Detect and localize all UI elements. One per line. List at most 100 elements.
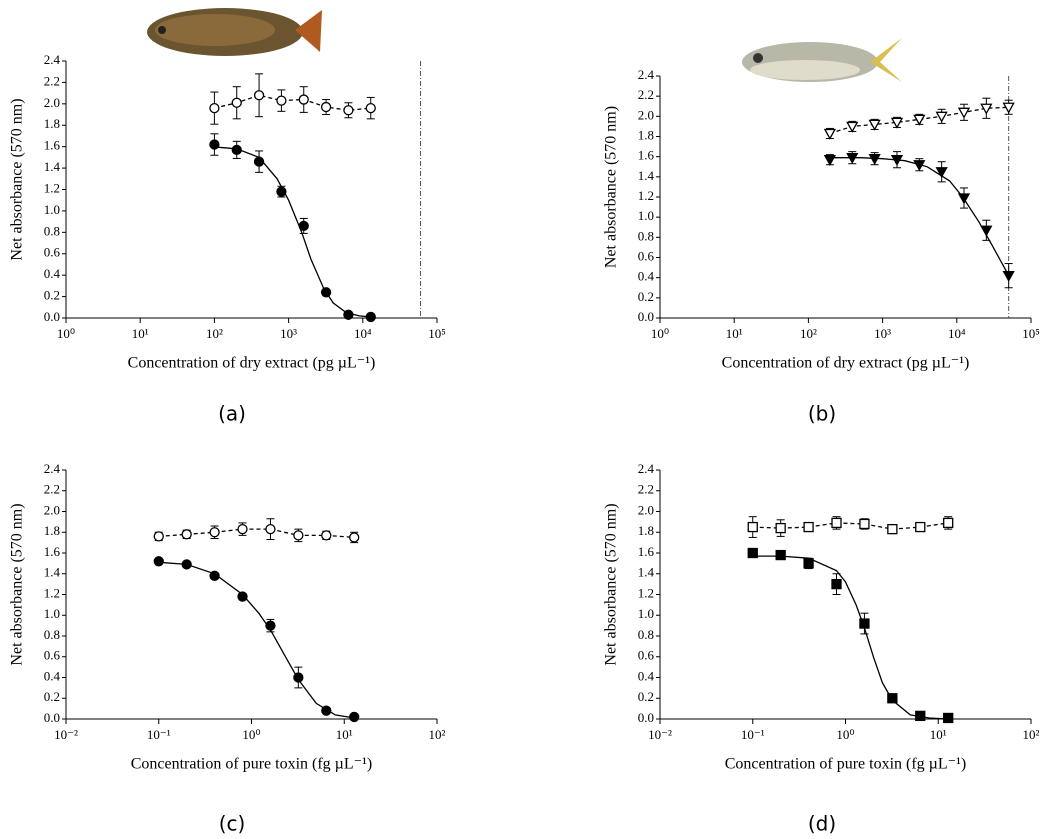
y-tick-label: 0.6	[44, 648, 61, 663]
data-point	[298, 220, 309, 232]
y-tick-label: 2.4	[638, 67, 655, 82]
data-point	[349, 532, 360, 543]
data-point	[859, 518, 870, 530]
data-point	[915, 710, 926, 722]
y-tick-label: 0.0	[638, 710, 654, 725]
x-tick-label: 10⁰	[57, 326, 75, 341]
data-point	[943, 712, 954, 724]
fit-curve	[829, 157, 1010, 276]
data-point	[935, 167, 948, 179]
y-tick-label: 1.2	[638, 585, 654, 600]
data-point	[237, 523, 248, 535]
y-tick-label: 0.6	[638, 248, 655, 263]
x-tick-label: 10⁻²	[54, 727, 78, 742]
y-tick-label: 0.6	[638, 648, 655, 663]
x-axis-title: Concentration of pure toxin (fg µL⁻¹)	[131, 756, 373, 773]
data-point	[293, 530, 304, 541]
data-point	[831, 517, 842, 529]
x-tick-label: 10⁻¹	[147, 727, 171, 742]
data-point	[253, 90, 265, 101]
fit-curve	[158, 561, 355, 719]
data-point	[775, 549, 786, 561]
y-tick-label: 1.4	[638, 168, 655, 183]
data-point	[349, 711, 360, 723]
x-tick-label: 10⁻²	[648, 727, 672, 742]
data-point	[803, 521, 814, 533]
y-tick-label: 2.2	[44, 482, 60, 497]
panel: 0.0 0.2 0.4 0.6 0.8 1.0 1.2 1.4 1.6 1.8 2.0 2.2 2.4 1…	[9, 52, 446, 426]
data-point	[935, 111, 948, 123]
data-point	[365, 311, 376, 323]
y-axis-title: Net absorbance (570 nm)	[603, 503, 620, 665]
data-point	[980, 225, 993, 237]
y-tick-label: 1.2	[44, 585, 60, 600]
data-point	[209, 102, 220, 114]
data-point	[859, 618, 870, 629]
y-tick-label: 1.6	[638, 148, 655, 163]
x-tick-label: 10²	[800, 326, 817, 341]
y-tick-label: 1.4	[638, 565, 655, 580]
y-tick-label: 0.2	[44, 689, 60, 704]
data-point	[181, 559, 192, 570]
y-tick-label: 1.4	[44, 565, 61, 580]
data-point	[887, 693, 898, 704]
data-point	[831, 578, 842, 590]
data-point	[957, 193, 971, 205]
x-tick-label: 10⁰	[651, 326, 669, 341]
y-tick-label: 1.4	[44, 159, 61, 174]
y-tick-label: 1.0	[44, 606, 60, 621]
x-tick-label: 10⁰	[242, 727, 260, 742]
x-tick-label: 10³	[280, 326, 297, 341]
x-axis-title: Concentration of dry extract (pg µL⁻¹)	[722, 355, 970, 372]
data-point	[915, 521, 926, 533]
data-point	[237, 591, 248, 602]
y-axis-title: Net absorbance (570 nm)	[9, 98, 26, 260]
y-tick-label: 1.8	[638, 127, 654, 142]
data-point	[231, 144, 242, 156]
y-tick-label: 0.2	[638, 289, 654, 304]
y-tick-label: 0.8	[638, 627, 654, 642]
y-tick-label: 1.0	[44, 202, 60, 217]
data-point	[320, 101, 332, 113]
x-tick-label: 10⁻¹	[741, 727, 765, 742]
data-point	[276, 95, 287, 106]
y-tick-label: 0.8	[638, 228, 654, 243]
panel-label: (b)	[808, 402, 836, 426]
y-tick-label: 2.0	[44, 502, 60, 517]
y-tick-label: 2.4	[44, 461, 61, 476]
data-point	[209, 527, 220, 538]
y-axis-title: Net absorbance (570 nm)	[9, 503, 26, 665]
y-tick-label: 0.2	[638, 689, 654, 704]
data-point	[343, 105, 354, 116]
x-tick-label: 10¹	[132, 326, 149, 341]
data-point	[747, 521, 758, 533]
data-point	[181, 529, 192, 540]
y-axis-title: Net absorbance (570 nm)	[603, 106, 620, 268]
y-tick-label: 1.0	[638, 208, 654, 223]
x-tick-label: 10³	[874, 326, 891, 341]
data-point	[1002, 102, 1015, 114]
panel: 0.0 0.2 0.4 0.6 0.8 1.0 1.2 1.4 1.6 1.8 2.0 2.2 2.4 1…	[603, 461, 1040, 836]
data-point	[321, 705, 332, 716]
data-point	[209, 570, 220, 581]
y-tick-label: 0.8	[44, 223, 60, 238]
data-point	[276, 186, 287, 197]
x-tick-label: 10⁰	[836, 727, 854, 742]
y-tick-label: 1.6	[638, 544, 655, 559]
x-tick-label: 10²	[206, 326, 223, 341]
data-point	[365, 102, 376, 114]
fit-curve	[210, 146, 371, 318]
data-point	[980, 103, 993, 115]
x-tick-label: 10¹	[930, 727, 947, 742]
y-tick-label: 1.6	[44, 544, 61, 559]
y-tick-label: 1.6	[44, 138, 61, 153]
y-tick-label: 0.6	[44, 245, 61, 260]
y-tick-label: 1.8	[44, 116, 60, 131]
data-point	[321, 530, 332, 541]
y-tick-label: 1.2	[638, 188, 654, 203]
series-line	[829, 106, 1009, 135]
data-point	[153, 556, 164, 567]
data-point	[957, 107, 971, 119]
data-point	[803, 558, 814, 569]
